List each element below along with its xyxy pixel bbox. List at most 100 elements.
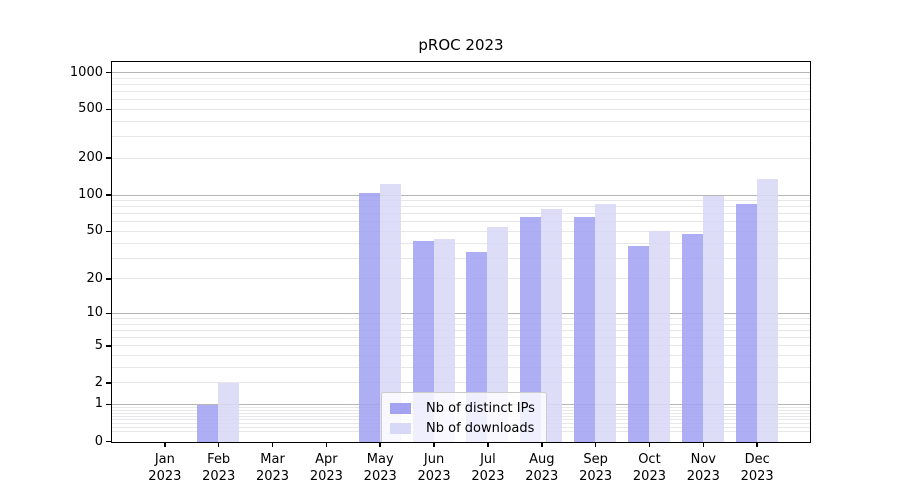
x-tick-mark bbox=[433, 443, 435, 447]
minor-gridline bbox=[112, 318, 810, 320]
x-tick-month: Jul bbox=[480, 452, 496, 467]
x-tick-year: 2023 bbox=[579, 469, 613, 484]
bar-downloads bbox=[433, 238, 455, 442]
minor-gridline bbox=[112, 221, 810, 223]
y-tick-mark bbox=[106, 278, 111, 280]
y-tick-mark bbox=[106, 194, 111, 196]
x-tick-mark bbox=[379, 443, 381, 447]
x-tick-year: 2023 bbox=[148, 469, 182, 484]
y-tick-mark bbox=[106, 108, 111, 111]
bar-downloads bbox=[648, 231, 670, 442]
minor-gridline bbox=[112, 108, 810, 110]
x-tick-label: Aug 2023 bbox=[507, 451, 577, 485]
plot-area: Nb of distinct IPs Nb of downloads bbox=[111, 61, 811, 443]
x-tick-mark bbox=[541, 443, 543, 447]
bar-downloads bbox=[487, 227, 509, 442]
x-tick-month: Feb bbox=[207, 452, 231, 467]
minor-gridline bbox=[112, 136, 810, 138]
x-tick-month: Aug bbox=[529, 452, 555, 467]
minor-gridline bbox=[112, 120, 810, 122]
y-tick-label: 10 bbox=[86, 305, 103, 321]
y-tick-mark bbox=[106, 440, 111, 443]
y-tick-mark bbox=[106, 157, 111, 159]
bar-downloads bbox=[379, 183, 401, 442]
major-gridline bbox=[112, 312, 810, 314]
y-tick-label: 1 bbox=[94, 396, 103, 412]
y-tick-label: 1000 bbox=[69, 64, 103, 80]
bar-downloads bbox=[595, 204, 617, 442]
x-tick-label: Feb 2023 bbox=[184, 451, 254, 485]
minor-gridline bbox=[112, 257, 810, 259]
legend-row-distinct-ips: Nb of distinct IPs bbox=[390, 398, 538, 418]
minor-gridline bbox=[112, 157, 810, 159]
minor-gridline bbox=[112, 382, 810, 384]
y-tick-label: 5 bbox=[94, 337, 103, 353]
x-tick-month: Dec bbox=[744, 452, 770, 467]
x-tick-year: 2023 bbox=[255, 469, 290, 484]
legend-row-downloads: Nb of downloads bbox=[390, 418, 538, 438]
x-tick-label: Jan 2023 bbox=[130, 451, 200, 485]
x-tick-mark bbox=[271, 443, 274, 447]
bar-downloads bbox=[756, 178, 778, 442]
x-tick-month: Apr bbox=[315, 452, 338, 467]
x-tick-month: Sep bbox=[583, 452, 608, 467]
y-tick-label: 50 bbox=[86, 223, 103, 239]
legend-label-downloads: Nb of downloads bbox=[426, 420, 535, 436]
chart-title: pROC 2023 bbox=[418, 36, 504, 54]
bar-distinct-ips bbox=[681, 234, 703, 442]
bar-downloads bbox=[702, 195, 724, 442]
x-tick-label: Oct 2023 bbox=[614, 451, 684, 485]
minor-gridline bbox=[112, 355, 810, 357]
bar-distinct-ips bbox=[197, 405, 219, 442]
x-tick-mark bbox=[217, 443, 220, 447]
x-tick-month: Jun bbox=[423, 452, 445, 467]
x-tick-mark bbox=[325, 443, 328, 447]
minor-gridline bbox=[112, 213, 810, 215]
minor-gridline bbox=[112, 91, 810, 93]
y-tick-label: 0 bbox=[94, 433, 103, 449]
minor-gridline bbox=[112, 83, 810, 85]
bar-distinct-ips bbox=[574, 217, 596, 442]
bar-distinct-ips bbox=[358, 192, 380, 442]
x-tick-year: 2023 bbox=[686, 469, 720, 484]
minor-gridline bbox=[112, 345, 810, 347]
x-tick-month: Jan bbox=[154, 452, 175, 467]
y-tick-label: 200 bbox=[78, 150, 103, 166]
minor-gridline bbox=[112, 206, 810, 208]
x-tick-mark bbox=[756, 443, 758, 447]
legend-label-distinct-ips: Nb of distinct IPs bbox=[426, 400, 535, 416]
x-tick-label: Nov 2023 bbox=[668, 451, 738, 485]
bar-downloads bbox=[541, 208, 563, 442]
bar-distinct-ips bbox=[627, 246, 649, 442]
x-tick-month: May bbox=[366, 452, 394, 467]
minor-gridline bbox=[112, 99, 810, 101]
x-tick-year: 2023 bbox=[309, 469, 343, 484]
x-tick-year: 2023 bbox=[417, 469, 451, 484]
x-tick-month: Mar bbox=[260, 452, 285, 467]
x-tick-year: 2023 bbox=[202, 469, 236, 484]
x-tick-label: May 2023 bbox=[345, 451, 415, 485]
x-tick-label: Dec 2023 bbox=[722, 451, 792, 485]
distinct-ips-swatch-icon bbox=[390, 402, 411, 414]
x-tick-mark bbox=[487, 443, 489, 447]
minor-gridline bbox=[112, 242, 810, 244]
minor-gridline bbox=[112, 323, 810, 325]
y-tick-mark bbox=[106, 345, 111, 347]
minor-gridline bbox=[112, 329, 810, 331]
bar-distinct-ips bbox=[735, 204, 757, 442]
bar-distinct-ips bbox=[412, 241, 434, 442]
downloads-swatch-icon bbox=[390, 422, 411, 434]
x-tick-label: Sep 2023 bbox=[561, 451, 631, 485]
y-tick-mark bbox=[106, 71, 111, 74]
minor-gridline bbox=[112, 77, 810, 79]
y-tick-label: 20 bbox=[86, 270, 103, 286]
y-tick-mark bbox=[106, 312, 111, 315]
y-tick-mark bbox=[106, 382, 111, 384]
x-tick-year: 2023 bbox=[363, 469, 397, 484]
y-tick-label: 2 bbox=[94, 374, 103, 390]
x-tick-year: 2023 bbox=[525, 469, 559, 484]
legend: Nb of distinct IPs Nb of downloads bbox=[381, 392, 547, 442]
x-tick-label: Jul 2023 bbox=[453, 451, 523, 485]
x-tick-label: Apr 2023 bbox=[291, 451, 361, 485]
